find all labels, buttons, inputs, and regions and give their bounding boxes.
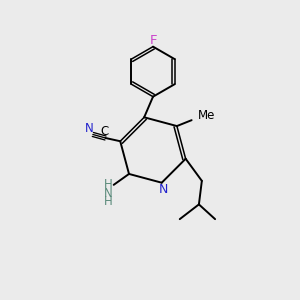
Text: N: N [104, 187, 113, 200]
Text: F: F [149, 34, 157, 46]
Text: N: N [85, 122, 94, 135]
Text: H: H [104, 195, 113, 208]
Text: Me: Me [197, 109, 215, 122]
Text: H: H [104, 178, 113, 191]
Text: N: N [158, 183, 168, 196]
Text: C: C [100, 125, 108, 138]
